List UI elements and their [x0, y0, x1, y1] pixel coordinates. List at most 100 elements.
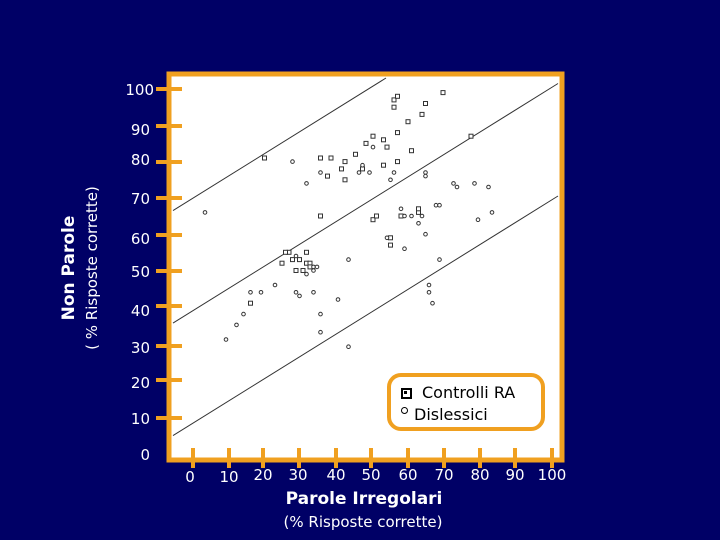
legend-label: Dislessici [414, 405, 488, 424]
dislessici-point [346, 344, 351, 350]
y-tick-marks [156, 87, 182, 420]
controlli-point [290, 257, 295, 263]
controlli-point [388, 242, 393, 248]
x-tick-label: 40 [326, 466, 345, 484]
dislessici-point [258, 290, 264, 295]
controlli-point [395, 159, 400, 165]
dislessici-point [423, 170, 428, 175]
dislessici-point [423, 231, 428, 237]
dislessici-point [388, 177, 393, 183]
reference-line [172, 77, 387, 212]
dislessici-point [293, 290, 299, 295]
dislessici-point [293, 253, 299, 259]
controlli-point [297, 257, 302, 263]
controlli-point [318, 155, 323, 161]
y-tick-label: 40 [131, 302, 150, 320]
x-tick-label: 30 [288, 466, 307, 484]
dislessici-point [297, 293, 302, 299]
dislessici-point [402, 246, 407, 251]
dislessici-point [486, 184, 491, 190]
controlli-point [395, 93, 400, 99]
controlli-point [423, 101, 428, 106]
dislessici-point [437, 202, 442, 208]
dislessici-point [318, 170, 323, 175]
dislessici-point [314, 264, 320, 270]
controlli-point [304, 249, 309, 255]
dislessici-point [391, 170, 397, 175]
dislessici-point [430, 300, 435, 306]
dislessici-point [419, 213, 425, 219]
square-marker-icon [401, 388, 412, 399]
dislessici-point [223, 337, 229, 342]
controlli-point [374, 213, 379, 219]
controlli-point [328, 155, 334, 161]
y-tick-label: 10 [131, 410, 150, 428]
dislessici-point [426, 282, 432, 288]
dislessici-point [335, 297, 341, 302]
dislessici-point [426, 290, 432, 295]
y-tick-label: 0 [140, 446, 150, 464]
controlli-point [318, 213, 323, 219]
controlli-point [339, 166, 344, 172]
dislessici-point [472, 181, 477, 186]
legend-label: Controlli RA [422, 383, 516, 402]
controlli-point [370, 217, 376, 223]
x-tick-marks [191, 448, 554, 468]
legend-item-dislessici: Dislessici [401, 405, 488, 425]
y-tick-label: 20 [131, 374, 150, 392]
dislessici-point [398, 206, 404, 212]
dislessici-point [489, 210, 495, 215]
controlli-point [342, 177, 348, 183]
y-tick-label: 30 [131, 339, 150, 357]
controlli-point [395, 130, 400, 136]
controlli-point [391, 97, 397, 103]
x-axis-title: Parole Irregolari [286, 489, 443, 509]
x-tick-label: 10 [219, 468, 238, 486]
dislessici-point [409, 213, 414, 219]
x-tick-label: 100 [538, 466, 567, 484]
controlli-point [468, 133, 474, 139]
controlli-point [381, 162, 386, 168]
controlli-point [360, 166, 365, 172]
x-tick-label: 50 [361, 466, 380, 484]
x-axis-subtitle: (% Risposte corrette) [284, 513, 443, 531]
legend-item-controlli: Controlli RA [401, 383, 515, 403]
controlli-point [325, 173, 330, 179]
controlli-point [381, 137, 386, 143]
y-axis-title: Non Parole [59, 216, 79, 321]
controlli-point [293, 268, 299, 273]
dislessici-point [346, 257, 351, 262]
dislessici-point [370, 144, 376, 150]
chart-legend: Controlli RA Dislessici [387, 373, 545, 431]
controlli-point [262, 155, 267, 161]
controlli-point [300, 268, 306, 273]
dislessici-point [384, 235, 390, 241]
dislessici-point [454, 184, 460, 190]
dislessici-point [290, 159, 295, 164]
x-tick-label: 70 [434, 466, 453, 484]
y-tick-label: 70 [131, 190, 150, 208]
dislessici-point [304, 271, 309, 277]
circle-marker-icon [401, 407, 408, 414]
controlli-point [409, 148, 414, 154]
y-tick-label: 60 [131, 230, 150, 248]
dislessici-point [272, 282, 278, 288]
controlli-point [419, 111, 425, 117]
dislessici-point [423, 173, 428, 179]
dislessici-point [311, 290, 316, 295]
controlli-point [416, 206, 421, 212]
dislessici-point [318, 311, 323, 317]
controlli-point [405, 119, 411, 125]
controlli-point [342, 159, 348, 165]
dislessici-point [451, 181, 456, 186]
dislessici-point [367, 170, 372, 175]
dislessici-point [437, 257, 442, 262]
reference-line [172, 83, 559, 324]
x-tick-label: 20 [253, 466, 272, 484]
dislessici-point [304, 181, 309, 186]
y-tick-label: 90 [131, 121, 150, 139]
y-tick-label: 100 [125, 81, 154, 99]
controlli-point [391, 104, 397, 110]
controlli-point [384, 144, 390, 150]
